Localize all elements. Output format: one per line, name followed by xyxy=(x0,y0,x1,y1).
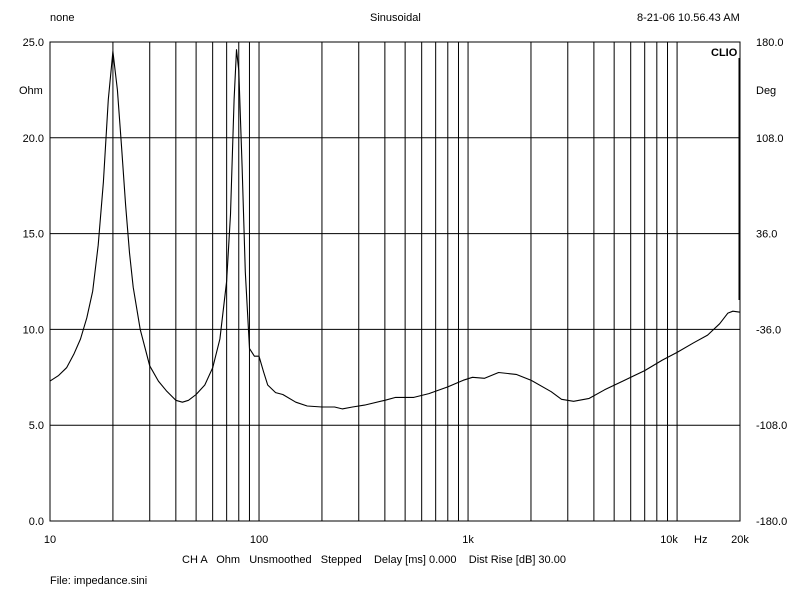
x-tick-label: 1k xyxy=(462,534,474,546)
x-tick-label: 100 xyxy=(250,534,268,546)
header-timestamp: 8-21-06 10.56.43 AM xyxy=(637,12,740,24)
vertical-grid xyxy=(112,42,678,521)
y2-axis-unit-label: Deg xyxy=(756,85,776,97)
y-tick-label: 10.0 xyxy=(23,324,44,336)
y2-tick-label: 108.0 xyxy=(756,133,784,145)
plot-border xyxy=(49,41,741,522)
y2-tick-label: 180.0 xyxy=(756,37,784,49)
x-tick-label: 20k xyxy=(731,534,749,546)
header-center-title: Sinusoidal xyxy=(370,12,421,24)
impedance-curve xyxy=(49,49,741,410)
plot-frame xyxy=(49,41,741,522)
x-tick-label: 10k xyxy=(660,534,678,546)
y2-tick-label: -108.0 xyxy=(756,420,787,432)
x-axis-unit-label: Hz xyxy=(694,534,707,546)
y-tick-label: 5.0 xyxy=(29,420,44,432)
plot-area xyxy=(50,42,740,521)
x-tick-label: 10 xyxy=(44,534,56,546)
horizontal-grid xyxy=(50,137,740,426)
measurement-settings: CH A Ohm Unsmoothed Stepped Delay [ms] 0… xyxy=(182,554,566,566)
file-name: File: impedance.sini xyxy=(50,575,148,587)
header-left-label: none xyxy=(50,12,75,24)
clio-brand-label: CLIO xyxy=(711,47,738,59)
y-axis-unit-label: Ohm xyxy=(19,85,43,97)
y-tick-label: 25.0 xyxy=(23,37,44,49)
y2-tick-label: 36.0 xyxy=(756,229,777,241)
y-tick-labels: 0.0 5.0 10.0 15.0 20.0 25.0 xyxy=(23,37,44,528)
y2-tick-labels: -180.0 -108.0 -36.0 36.0 108.0 180.0 xyxy=(756,37,787,528)
y-tick-label: 20.0 xyxy=(23,133,44,145)
y2-tick-label: -180.0 xyxy=(756,516,787,528)
y-tick-label: 0.0 xyxy=(29,516,44,528)
y-tick-label: 15.0 xyxy=(23,229,44,241)
x-tick-labels: 10 100 1k 10k 20k xyxy=(44,534,749,546)
y2-tick-label: -36.0 xyxy=(756,324,781,336)
